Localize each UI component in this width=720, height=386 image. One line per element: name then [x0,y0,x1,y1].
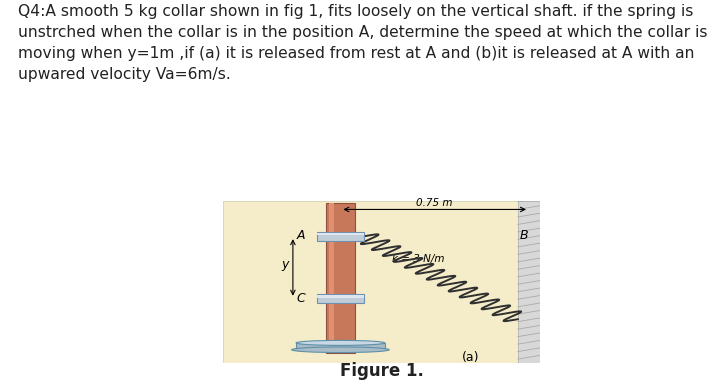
Bar [317,232,364,240]
Bar [296,343,384,350]
Text: A: A [297,229,305,242]
Bar [317,294,364,303]
Text: Q4:A smooth 5 kg collar shown in fig 1, fits loosely on the vertical shaft. if t: Q4:A smooth 5 kg collar shown in fig 1, … [18,4,707,82]
Text: (a): (a) [462,351,479,364]
Bar [329,203,334,353]
Text: y: y [282,259,289,271]
Ellipse shape [292,347,390,352]
Ellipse shape [296,340,384,345]
Text: B: B [519,229,528,242]
Text: C: C [297,292,305,305]
Text: Figure 1.: Figure 1. [340,362,423,379]
Text: k = 3 N/m: k = 3 N/m [392,254,444,264]
Bar [317,295,364,298]
Text: 0.75 m: 0.75 m [416,198,453,208]
Bar [317,233,364,235]
Bar [518,201,540,363]
Bar [326,203,355,353]
